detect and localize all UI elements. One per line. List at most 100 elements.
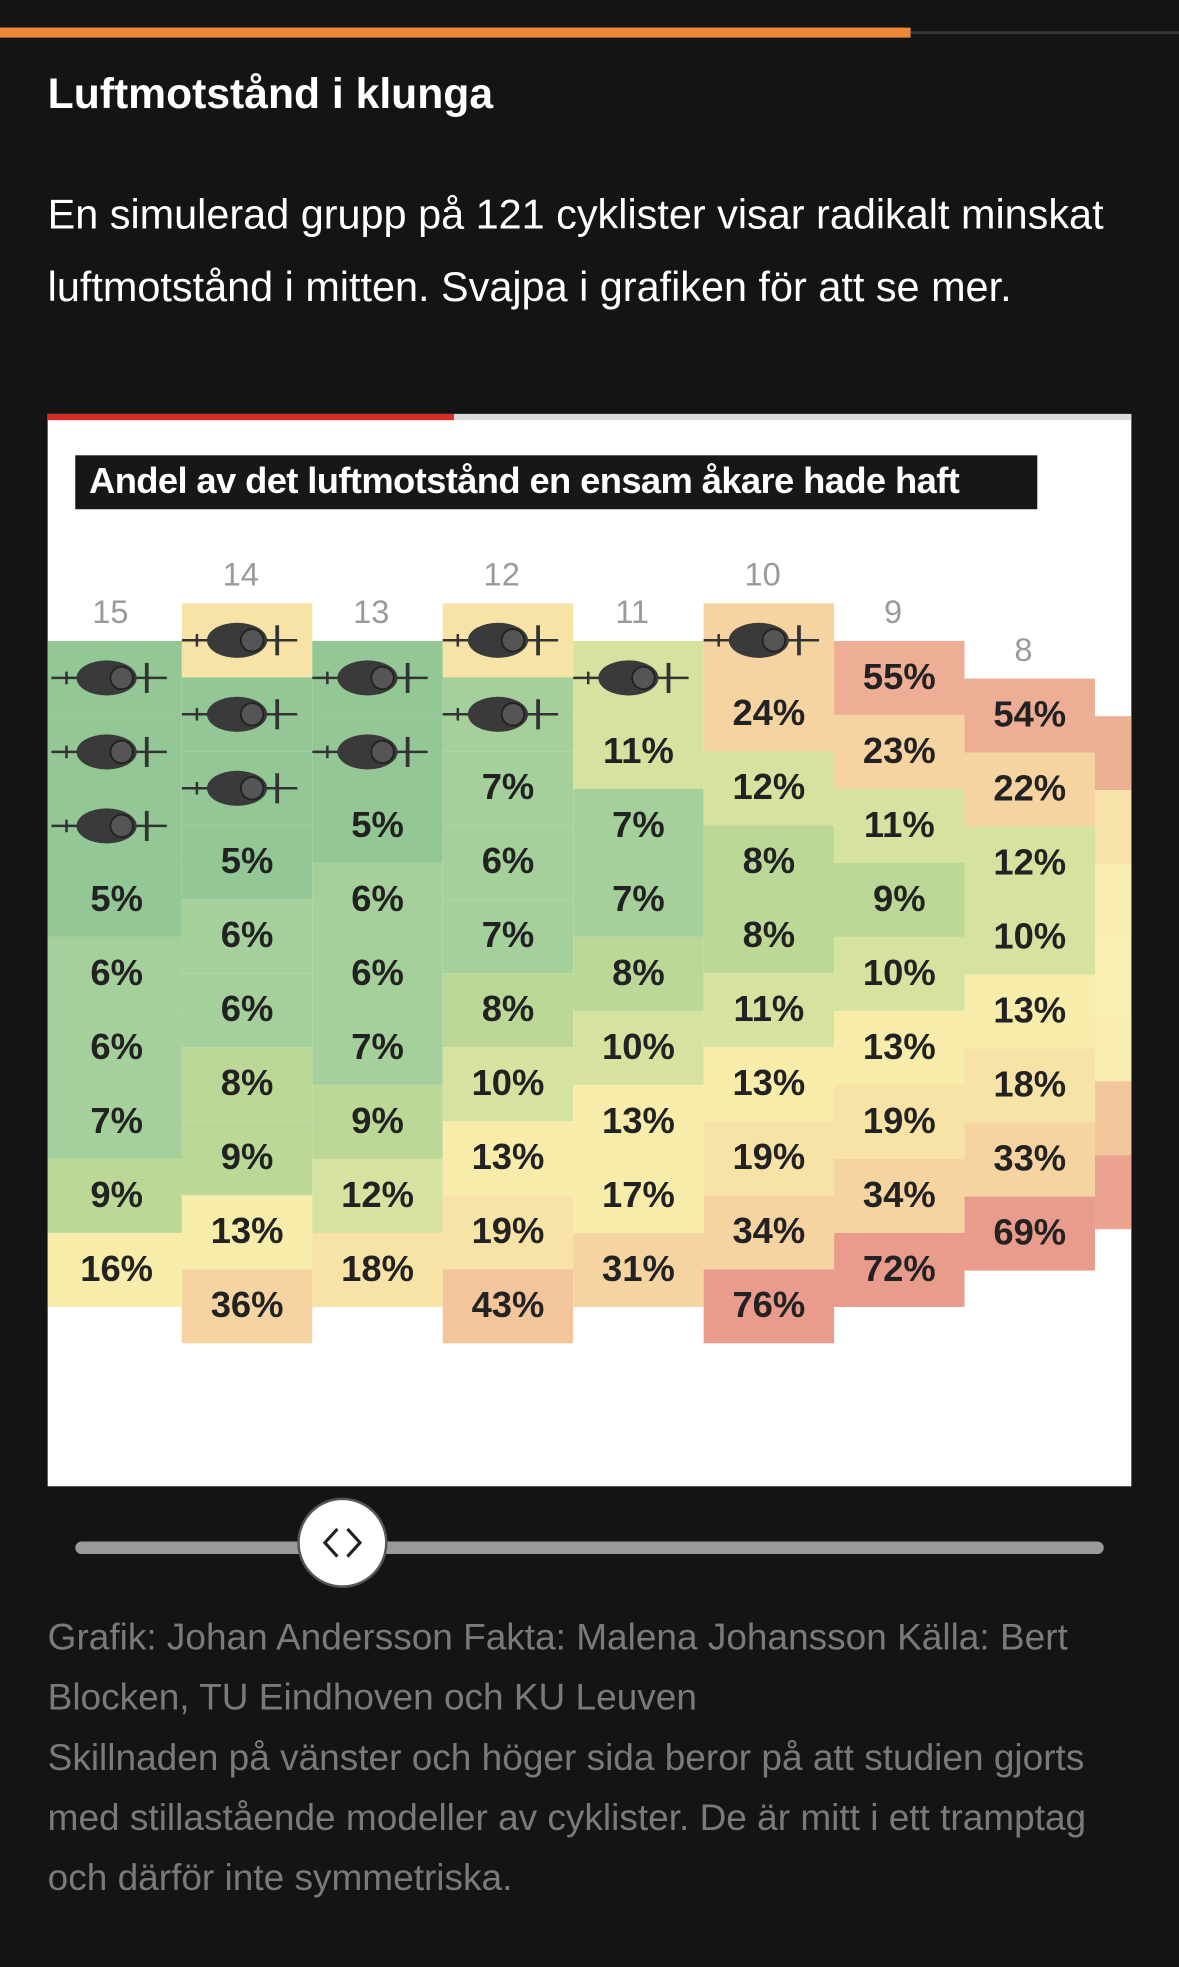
progress-rest bbox=[910, 31, 1179, 34]
panel-bar-active bbox=[47, 413, 455, 421]
cell-value: 13% bbox=[211, 1210, 284, 1251]
cell bbox=[47, 862, 182, 937]
column-label: 11 bbox=[615, 593, 649, 630]
column-label: 13 bbox=[353, 593, 389, 630]
cell-value: 13% bbox=[602, 1100, 675, 1141]
heatmap: 15 5% 6% 6% 7% 9% 16% 14 5% 6% 6% 8% 9% 13% 36% 13 5% 6% 6… bbox=[47, 413, 1132, 1344]
cell-value: 8% bbox=[221, 1062, 274, 1103]
rider-icon bbox=[573, 660, 689, 696]
cell bbox=[834, 714, 965, 789]
column-label: 10 bbox=[744, 556, 780, 593]
arrow-right bbox=[346, 1527, 363, 1558]
column: 10 24% 12% 8% 8% 11% 13% 19% 34% 76% bbox=[703, 556, 835, 1344]
cell-value: 8% bbox=[743, 840, 796, 881]
cell bbox=[834, 1158, 965, 1233]
panel-bar-rest bbox=[454, 413, 1132, 421]
cell bbox=[964, 1196, 1095, 1271]
cell-value: 43% bbox=[472, 1284, 545, 1325]
cell-value: 6% bbox=[482, 840, 535, 881]
rider-icon bbox=[703, 622, 820, 658]
cell bbox=[834, 1010, 965, 1085]
slider-track[interactable] bbox=[75, 1541, 1104, 1555]
cell bbox=[964, 678, 1095, 753]
rider-head bbox=[370, 739, 395, 765]
partial-cell bbox=[1094, 1155, 1132, 1230]
cell-value: 7% bbox=[351, 1026, 404, 1067]
swipe-slider[interactable] bbox=[75, 1495, 1104, 1590]
cell bbox=[181, 1047, 313, 1122]
cell bbox=[181, 825, 313, 900]
cell-value: 10% bbox=[602, 1026, 675, 1067]
column: 15 5% 6% 6% 7% 9% 16% bbox=[47, 593, 182, 1307]
cell-value: 7% bbox=[90, 1100, 143, 1141]
column-label: 15 bbox=[92, 593, 128, 630]
cell-value: 7% bbox=[482, 914, 535, 955]
cell bbox=[312, 1158, 443, 1233]
cell-value: 34% bbox=[732, 1210, 805, 1251]
cell bbox=[442, 899, 574, 974]
cell bbox=[703, 1269, 835, 1344]
partial-cell bbox=[1094, 1081, 1132, 1156]
slider-knob[interactable] bbox=[297, 1497, 388, 1588]
cell bbox=[312, 788, 443, 863]
graphic-panel[interactable]: 15 5% 6% 6% 7% 9% 16% 14 5% 6% 6% 8% 9% 13% 36% 13 5% 6% 6… bbox=[47, 413, 1132, 1487]
cell-value: 24% bbox=[732, 692, 805, 733]
cell bbox=[573, 1232, 704, 1307]
article-heading: Luftmotstånd i klunga bbox=[47, 70, 494, 118]
cell-value: 12% bbox=[341, 1174, 414, 1215]
cell-value: 18% bbox=[341, 1248, 414, 1289]
column-label: 9 bbox=[884, 593, 902, 630]
cell bbox=[573, 1084, 704, 1159]
cell bbox=[181, 973, 313, 1048]
cell bbox=[181, 1121, 313, 1196]
rider-head bbox=[109, 665, 134, 691]
column: 8 54% 22% 12% 10% 13% 18% 33% 69% bbox=[964, 631, 1095, 1271]
cell bbox=[442, 1121, 574, 1196]
cell-value: 5% bbox=[90, 878, 143, 919]
cell bbox=[312, 1084, 443, 1159]
cell bbox=[573, 714, 704, 789]
rider-head bbox=[370, 665, 395, 691]
cell bbox=[964, 900, 1095, 975]
cell-value: 16% bbox=[80, 1248, 153, 1289]
arrow-left bbox=[322, 1527, 339, 1558]
rider-icon bbox=[51, 660, 167, 696]
cell bbox=[312, 1232, 443, 1307]
column-label: 14 bbox=[223, 556, 259, 593]
cell bbox=[573, 1010, 704, 1085]
credits: Grafik: Johan Andersson Fakta: Malena Jo… bbox=[47, 1616, 1068, 1719]
cell bbox=[181, 1269, 313, 1344]
cell-value: 12% bbox=[732, 766, 805, 807]
cell bbox=[834, 936, 965, 1011]
partial-column bbox=[1094, 716, 1132, 1230]
partial-cell bbox=[1094, 938, 1132, 1013]
cell bbox=[834, 1232, 965, 1307]
cell bbox=[47, 1232, 182, 1307]
cell-value: 9% bbox=[351, 1100, 404, 1141]
rider-icon bbox=[51, 808, 167, 844]
cell bbox=[703, 1047, 835, 1122]
rider-icon bbox=[51, 734, 167, 770]
cell-value: 7% bbox=[482, 766, 535, 807]
rider-head bbox=[500, 702, 526, 727]
cell-value: 6% bbox=[90, 1026, 143, 1067]
column-label: 8 bbox=[1014, 631, 1032, 668]
partial-cell bbox=[1094, 790, 1132, 865]
partial-cell bbox=[1094, 1012, 1132, 1082]
cell-value: 23% bbox=[863, 730, 936, 771]
cell-value: 36% bbox=[211, 1284, 284, 1325]
rider-icon bbox=[442, 696, 559, 732]
cell-value: 22% bbox=[993, 767, 1066, 808]
cell-value: 6% bbox=[221, 914, 274, 955]
cell-value: 34% bbox=[863, 1174, 936, 1215]
cell-value: 6% bbox=[351, 952, 404, 993]
cell-value: 7% bbox=[612, 804, 665, 845]
cell-value: 7% bbox=[612, 878, 665, 919]
cell bbox=[312, 1010, 443, 1085]
cell bbox=[964, 1122, 1095, 1197]
cell-value: 10% bbox=[472, 1062, 545, 1103]
cell bbox=[47, 1084, 182, 1159]
cell-value: 9% bbox=[873, 878, 926, 919]
cell bbox=[573, 788, 704, 863]
